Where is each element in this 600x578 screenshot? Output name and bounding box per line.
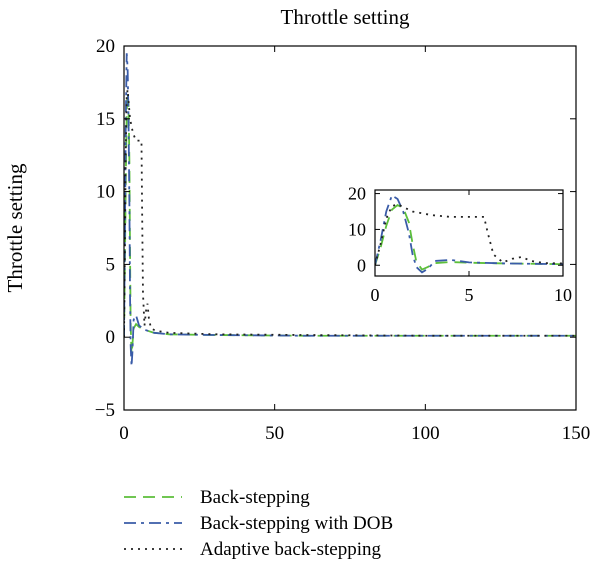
y-axis-title: Throttle setting: [3, 163, 27, 292]
main-y-tick-label: 0: [106, 327, 116, 348]
inset-y-tick-label: 10: [348, 219, 366, 239]
main-series-line-2: [124, 53, 576, 367]
plot-frame: [123, 45, 577, 411]
main-x-tick-label: 150: [562, 423, 591, 444]
main-y-tick-label: 5: [106, 254, 116, 275]
inset-x-tick-label: 10: [554, 285, 572, 305]
legend-label-2: Back-stepping with DOB: [200, 513, 393, 534]
main-x-tick-label: 0: [119, 423, 129, 444]
main-series-group: [124, 53, 576, 367]
chart-title: Throttle setting: [281, 5, 410, 29]
inset-series-line-1: [375, 203, 563, 271]
legend-label-1: Back-stepping: [200, 487, 310, 508]
inset-y-tick-label: 20: [348, 184, 366, 204]
inset-series-group: [375, 194, 563, 274]
inset-axis-ticks: 0 5 10 0 10 20: [348, 184, 572, 305]
main-y-tick-label: 15: [96, 109, 115, 130]
inset-y-tick-label: 0: [357, 255, 366, 275]
main-y-tick-label: −5: [95, 400, 115, 421]
inset-x-tick-label: 5: [465, 285, 474, 305]
main-x-tick-label: 100: [411, 423, 440, 444]
legend: Back-stepping Back-stepping with DOB Adapt…: [124, 487, 393, 560]
main-x-tick-label: 50: [265, 423, 284, 444]
legend-label-3: Adaptive back-stepping: [200, 539, 381, 560]
inset-x-tick-label: 0: [371, 285, 380, 305]
main-y-tick-label: 10: [96, 182, 115, 203]
main-y-tick-label: 20: [96, 36, 115, 57]
